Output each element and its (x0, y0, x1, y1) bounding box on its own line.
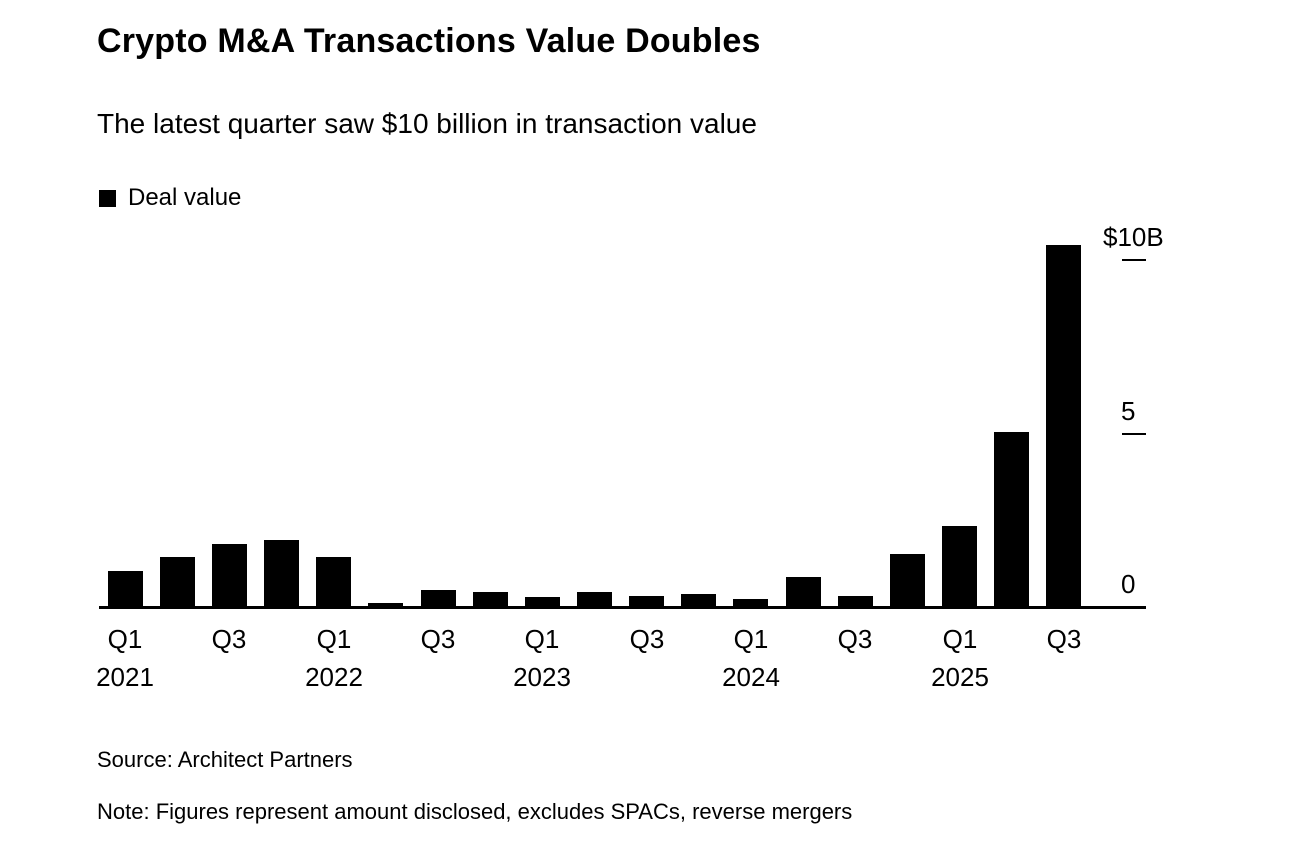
legend-swatch-icon (99, 189, 116, 207)
bar-q4-2022 (473, 592, 508, 606)
x-tick-label: Q3 (211, 624, 247, 654)
x-tick-label: Q1 (107, 624, 143, 654)
bar-q3-2025 (1046, 245, 1081, 606)
y-tick-mark (1122, 259, 1146, 261)
y-tick-mark (1122, 433, 1146, 435)
bar-q2-2024 (786, 577, 821, 606)
bar-q2-2021 (160, 557, 195, 606)
bar-q2-2023 (577, 592, 612, 606)
chart-title: Crypto M&A Transactions Value Doubles (97, 22, 761, 60)
bar-q3-2024 (838, 596, 873, 606)
legend: Deal value (99, 184, 241, 212)
bar-q1-2024 (733, 599, 768, 606)
y-tick-label: $10B (1103, 222, 1164, 252)
source-text: Source: Architect Partners (97, 747, 353, 772)
x-tick-label: Q1 (316, 624, 352, 654)
x-tick-label: Q1 (733, 624, 769, 654)
bar-q1-2025 (942, 526, 977, 606)
chart-subtitle: The latest quarter saw $10 billion in tr… (97, 108, 757, 139)
x-tick-label: Q3 (1046, 624, 1082, 654)
x-year-label: 2023 (513, 662, 571, 692)
y-tick-label: 0 (1121, 569, 1136, 599)
bar-q1-2021 (108, 571, 143, 606)
bar-q1-2022 (316, 557, 351, 606)
x-tick-label: Q3 (837, 624, 873, 654)
x-year-label: 2025 (931, 662, 989, 692)
x-year-label: 2024 (722, 662, 780, 692)
bar-q3-2021 (212, 544, 247, 606)
bar-q4-2024 (890, 554, 925, 606)
y-tick-label: 5 (1121, 396, 1136, 426)
x-tick-label: Q3 (420, 624, 456, 654)
bar-q3-2022 (421, 590, 456, 606)
x-year-label: 2022 (305, 662, 363, 692)
note-text: Note: Figures represent amount disclosed… (97, 799, 853, 824)
x-tick-label: Q3 (629, 624, 665, 654)
bar-q3-2023 (629, 596, 664, 606)
x-tick-label: Q1 (524, 624, 560, 654)
bar-q1-2023 (525, 597, 560, 606)
x-year-label: 2021 (96, 662, 154, 692)
legend-label: Deal value (128, 184, 242, 211)
x-axis-line (99, 606, 1146, 609)
bar-q2-2025 (994, 432, 1029, 606)
x-tick-label: Q1 (942, 624, 978, 654)
bar-q4-2021 (264, 540, 299, 606)
bar-q2-2022 (368, 603, 403, 606)
bar-q4-2023 (681, 594, 716, 606)
